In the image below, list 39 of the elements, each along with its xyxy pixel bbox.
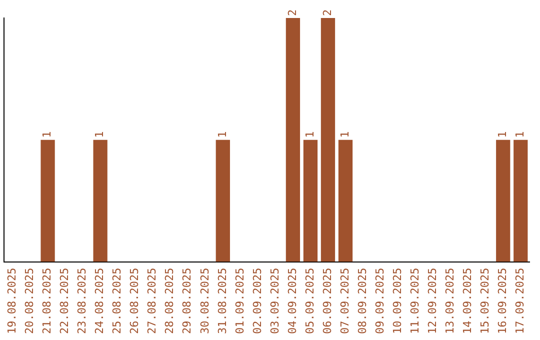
x-tick-label: 01.09.2025 [233,268,246,334]
data-label: 1 [338,131,352,138]
x-tick-label: 23.08.2025 [76,268,89,334]
x-tick-label: 16.09.2025 [496,268,509,334]
x-tick-label: 31.08.2025 [216,268,229,334]
x-tick-label: 12.09.2025 [426,268,439,334]
x-tick-label: 09.09.2025 [373,268,386,334]
x-tick-label: 05.09.2025 [303,268,316,334]
data-label: 1 [216,131,229,138]
data-label: 2 [286,9,299,16]
x-tick-label: 24.08.2025 [93,268,106,334]
data-label: 2 [320,9,334,16]
x-tick-label: 25.08.2025 [110,268,124,334]
x-tick-label: 07.09.2025 [338,268,352,334]
x-tick-label: 15.09.2025 [478,268,492,334]
x-tick-label: 21.08.2025 [40,268,54,334]
x-tick-label: 30.08.2025 [198,268,212,334]
x-tick-label: 11.09.2025 [408,268,422,334]
x-tick-label: 10.09.2025 [390,268,404,334]
x-tick-label: 27.08.2025 [146,268,159,334]
x-tick-label: 03.09.2025 [268,268,282,334]
x-tick-label: 26.08.2025 [128,268,142,334]
x-tick-label: 17.09.2025 [513,268,526,334]
x-tick-label: 02.09.2025 [250,268,264,334]
x-tick-label: 04.09.2025 [286,268,299,334]
x-tick-label: 14.09.2025 [460,268,474,334]
data-label: 1 [496,131,509,138]
x-tick-label: 29.08.2025 [180,268,194,334]
x-tick-label: 08.09.2025 [356,268,369,334]
x-tick-label: 06.09.2025 [320,268,334,334]
data-label: 1 [303,131,316,138]
x-tick-label: 20.08.2025 [23,268,36,334]
x-tick-label: 22.08.2025 [58,268,72,334]
x-tick-label: 28.08.2025 [163,268,176,334]
x-tick-label: 19.08.2025 [6,268,19,334]
data-label: 1 [93,131,106,138]
data-label: 1 [40,131,54,138]
x-tick-label: 13.09.2025 [443,268,456,334]
data-label: 1 [513,131,526,138]
